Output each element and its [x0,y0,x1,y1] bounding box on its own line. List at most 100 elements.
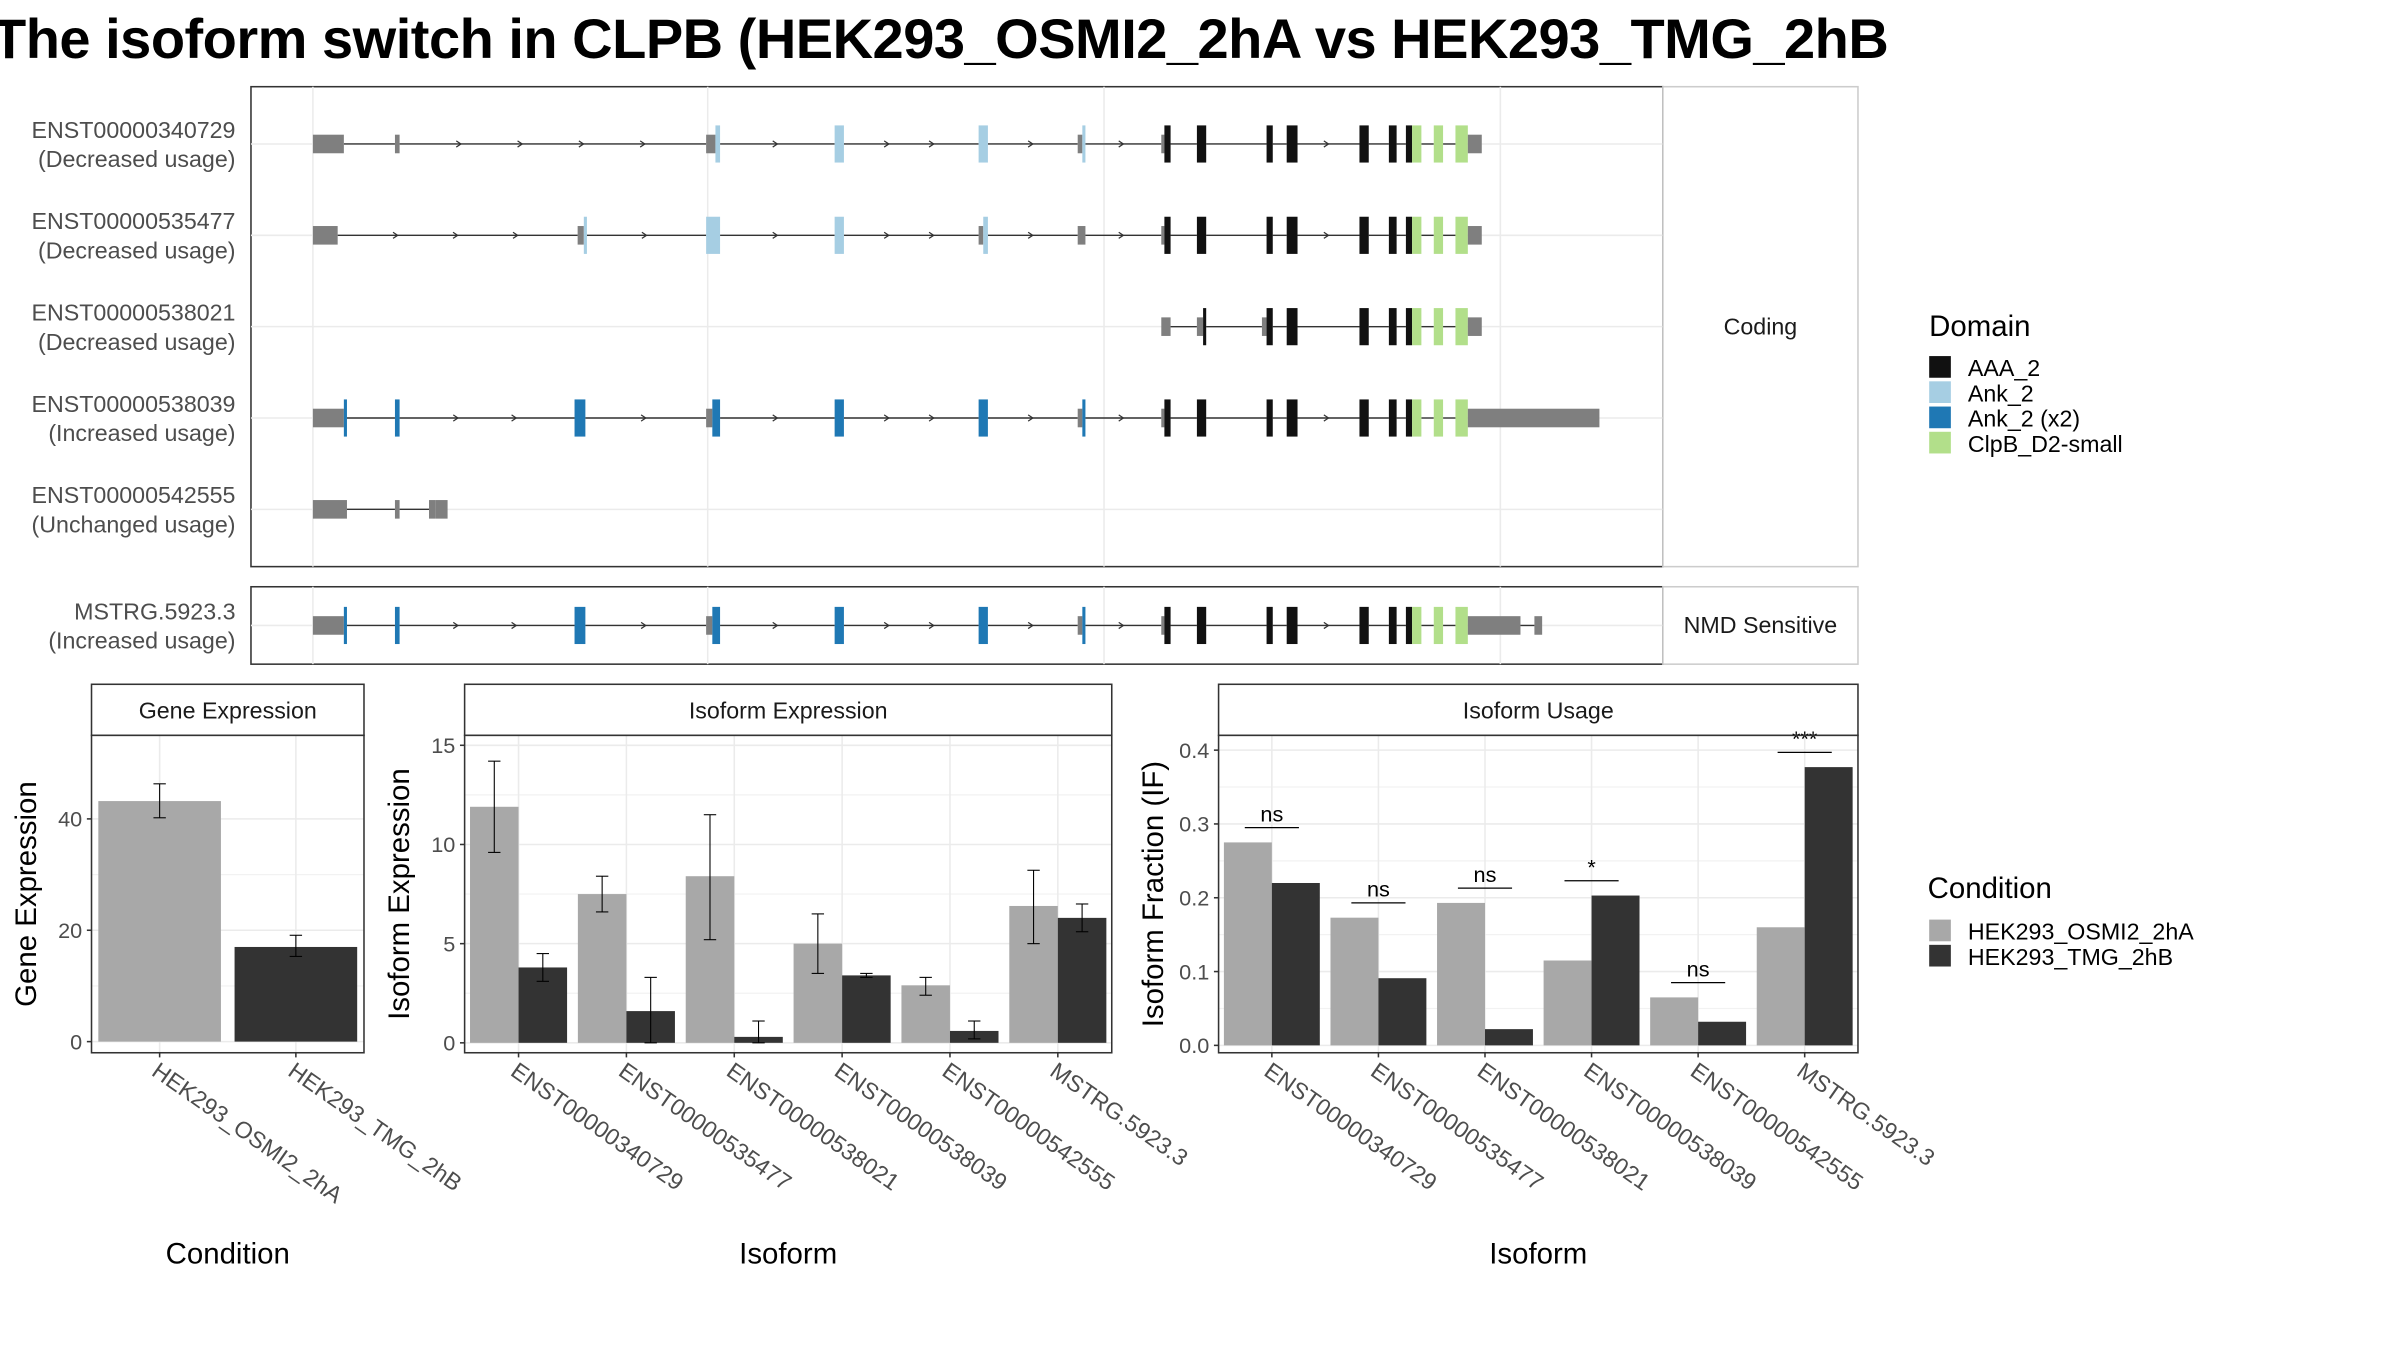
bar [1591,895,1640,1046]
intron-arrow [455,140,463,148]
isoform-track: ENST00000535477 (Decreased usage) [32,208,1482,264]
coding-exon [1405,308,1413,346]
noncoding-exon [1467,317,1482,336]
plot-frame [90,734,365,1054]
noncoding-exon [1196,317,1204,336]
noncoding-exon [312,616,344,635]
bar [234,946,358,1042]
coding-exon [1082,606,1086,645]
coding-exon [1359,308,1369,346]
noncoding-exon [1467,134,1482,154]
bar [1650,997,1699,1046]
y-tick-label: 5 [443,931,455,956]
intron-arrow [1027,231,1034,239]
noncoding-exon [394,134,400,154]
chart-panel-isoform-expression: Isoform Expression051015ENST00000340729E… [383,683,1193,1270]
intron-arrow [578,140,585,148]
noncoding-exon [1161,408,1165,428]
significance-label: * [1587,855,1596,880]
intron-arrow [1323,231,1330,239]
coding-exon [1455,606,1468,645]
legend-key [1929,944,1951,967]
y-tick-label: 0 [70,1029,82,1054]
chart-title: Gene Expression [139,697,317,723]
intron-arrow [883,414,890,422]
intron-arrow [640,621,647,630]
coding-exon [1433,606,1444,645]
intron-arrow [772,414,779,422]
figure-title: The isoform switch in CLPB (HEK293_OSMI2… [0,7,1889,70]
coding-exon [1388,606,1397,645]
coding-exon [1164,606,1171,645]
y-tick-label: 20 [58,918,82,943]
noncoding-exon [1161,317,1171,336]
bar [1484,1029,1533,1046]
noncoding-exon [706,616,713,635]
noncoding-exon [1467,616,1521,635]
legend-key [1929,431,1951,454]
noncoding-exon [312,500,347,519]
isoform-id-label: ENST00000535477 [32,208,236,234]
coding-exon [715,125,721,163]
y-tick-label: 0.4 [1179,738,1209,763]
coding-exon [343,606,347,645]
y-tick-label: 40 [58,807,82,832]
isoform-track: ENST00000542555 (Unchanged usage) [32,482,448,538]
isoform-id-label: MSTRG.5923.3 [74,598,235,624]
coding-exon [1266,125,1273,163]
x-tick-label: ENST00000340729 [506,1057,688,1195]
coding-exon [1433,399,1444,437]
legend-label: AAA_2 [1968,355,2040,381]
noncoding-exon [1467,408,1600,428]
facet-strip [1662,85,1859,568]
intron-arrow [928,621,935,630]
coding-exon [983,216,988,254]
isoform-track: MSTRG.5923.3 (Increased usage) [48,598,1543,654]
structure-facet-nmd-sensitive: NMD Sensitive MSTRG.5923.3 (Increased usag… [48,585,1859,665]
coding-exon [1196,216,1207,254]
coding-exon [1405,606,1413,645]
plot-frame [463,734,1113,1054]
legend-title: Domain [1929,310,2030,343]
x-tick-label: ENST00000538021 [722,1057,904,1195]
plot-frame [1217,734,1859,1054]
intron-arrow [1323,621,1330,630]
intron-arrow [641,231,648,239]
y-axis-title: Isoform Fraction (IF) [1137,761,1170,1027]
isoform-usage-label: (Increased usage) [48,628,235,654]
coding-exon [978,606,988,645]
y-tick-label: 0.3 [1179,812,1209,837]
noncoding-exon [1077,408,1083,428]
bar [577,894,627,1043]
noncoding-exon [1161,226,1165,245]
noncoding-exon [1077,226,1086,245]
facet-strip-label: Coding [1724,313,1798,339]
bar [1756,927,1805,1046]
noncoding-exon [429,500,436,519]
intron-arrow [1027,621,1034,630]
coding-exon [574,606,586,645]
significance-label: ns [1687,956,1710,981]
x-tick-label: ENST00000542555 [938,1057,1120,1195]
coding-exon [712,606,721,645]
intron-arrow [512,231,519,239]
coding-exon [1203,308,1207,346]
noncoding-exon [435,500,448,519]
coding-exon [1286,399,1298,437]
chart-title-strip [90,683,365,737]
x-tick-label: ENST00000535477 [1366,1057,1548,1195]
bar [1057,917,1107,1043]
noncoding-exon [1077,134,1083,154]
noncoding-exon [1077,616,1083,635]
intron-arrow [1027,414,1034,422]
coding-exon [834,125,844,163]
noncoding-exon [312,226,338,245]
intron-arrow [1118,140,1125,148]
significance-label: ns [1260,801,1283,826]
coding-exon [1286,216,1298,254]
bar [1543,960,1592,1046]
noncoding-exon [978,226,984,245]
